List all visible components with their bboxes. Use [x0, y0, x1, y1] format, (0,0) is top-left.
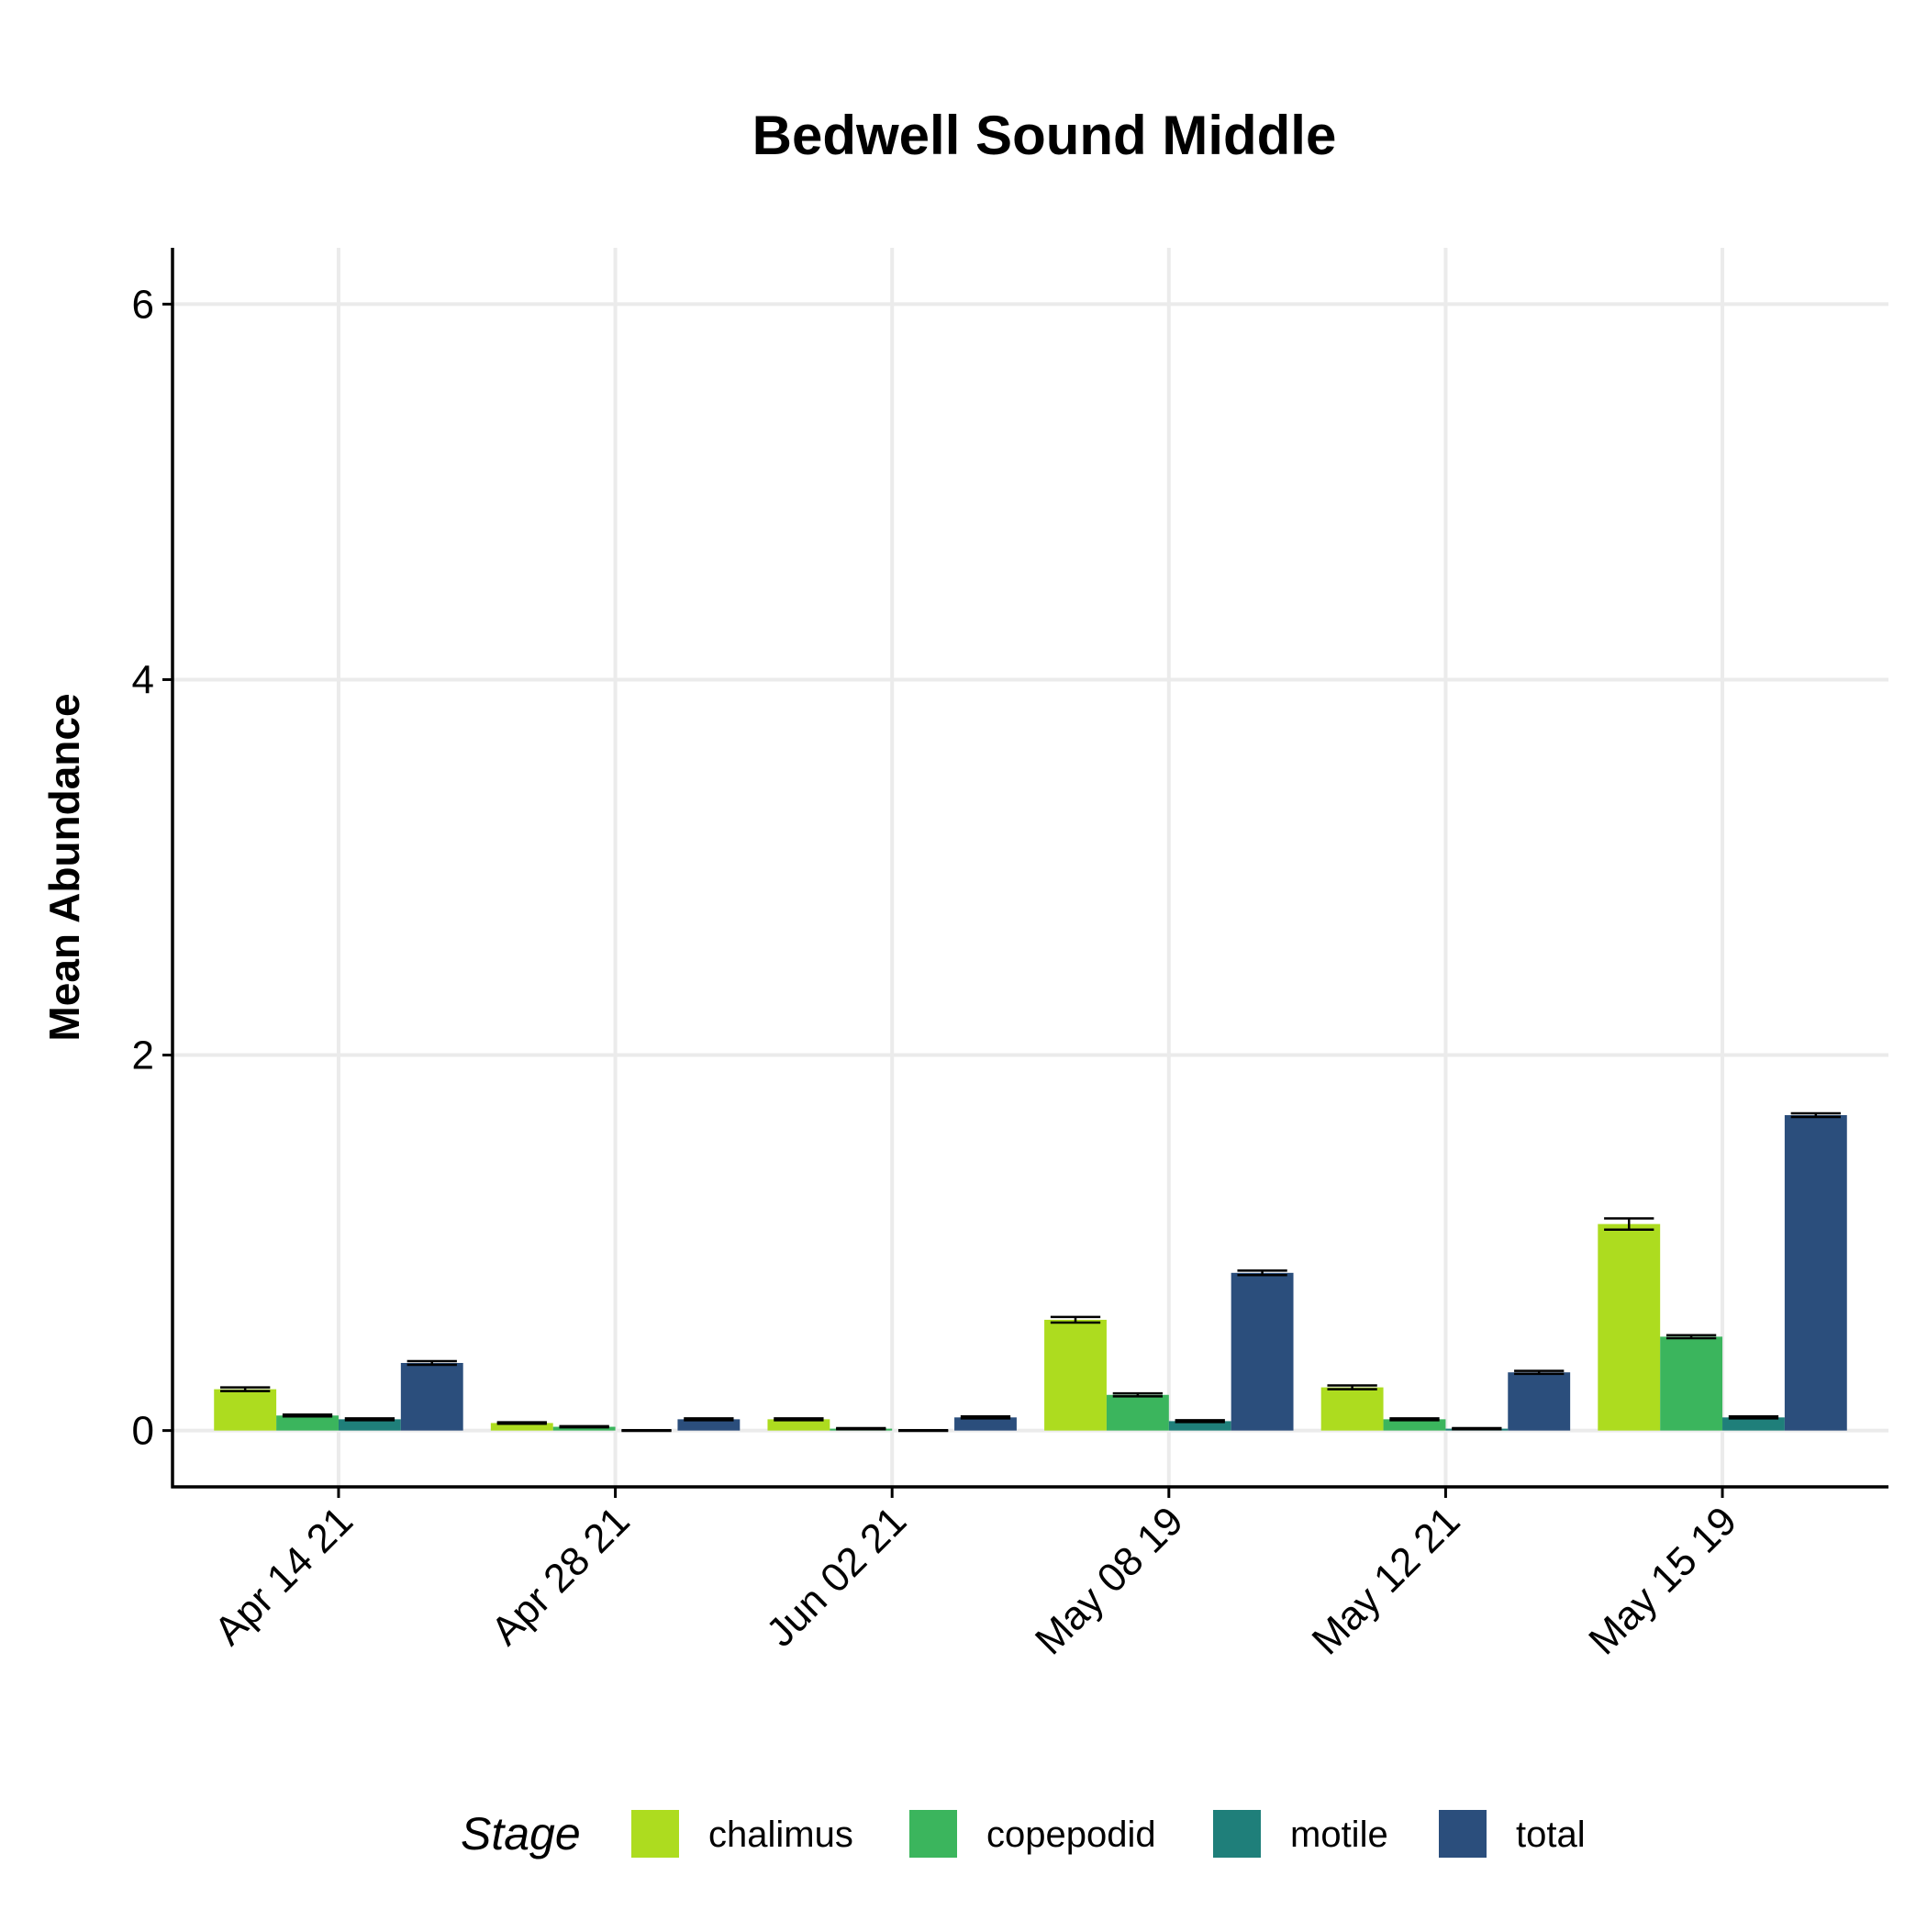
bar-copepodid: [1106, 1394, 1169, 1431]
legend-key-copepodid: [909, 1810, 957, 1858]
y-tick-label: 2: [132, 1033, 154, 1078]
bar-motile: [1168, 1421, 1231, 1431]
legend-key-motile: [1213, 1810, 1261, 1858]
legend: Stage chalimus copepodid motile total: [461, 1808, 1586, 1859]
y-axis-label: Mean Abundance: [40, 693, 88, 1041]
bar-total: [400, 1363, 463, 1431]
y-axis-ticks: 0 2 4 6: [132, 282, 173, 1454]
bar-total: [677, 1419, 741, 1431]
x-tick-label: Apr 28 21: [483, 1498, 639, 1654]
bar-copepodid: [552, 1426, 616, 1431]
bar-copepodid: [276, 1415, 339, 1431]
bar-chalimus: [1044, 1319, 1107, 1431]
bar-total: [1231, 1272, 1294, 1431]
bar-chalimus: [1598, 1223, 1661, 1431]
y-tick-label: 0: [132, 1409, 154, 1454]
error-bars: [220, 1111, 1841, 1433]
y-tick-label: 4: [132, 657, 154, 702]
bar-chalimus: [490, 1423, 553, 1431]
bar-total: [1784, 1115, 1847, 1431]
legend-label-chalimus: chalimus: [708, 1815, 853, 1855]
x-axis-ticks: Apr 14 21 Apr 28 21 Jun 02 21 May 08 19 May …: [206, 1487, 1745, 1663]
legend-key-chalimus: [631, 1810, 679, 1858]
legend-label-total: total: [1516, 1815, 1586, 1855]
x-tick-label: May 15 19: [1580, 1498, 1745, 1663]
bar-copepodid: [1383, 1419, 1446, 1431]
x-tick-label: May 08 19: [1027, 1498, 1192, 1663]
bar-total: [1508, 1372, 1571, 1431]
bar-total: [954, 1417, 1017, 1431]
x-tick-label: Apr 14 21: [206, 1498, 362, 1654]
axes: [171, 248, 1888, 1489]
bar-chalimus: [1320, 1387, 1384, 1431]
legend-label-copepodid: copepodid: [986, 1815, 1156, 1855]
y-tick-label: 6: [132, 282, 154, 327]
bar-motile: [1722, 1417, 1785, 1431]
chart-title: Bedwell Sound Middle: [752, 105, 1337, 166]
bar-copepodid: [1660, 1336, 1723, 1431]
bar-chalimus: [214, 1389, 277, 1431]
legend-label-motile: motile: [1290, 1815, 1388, 1855]
legend-title: Stage: [461, 1808, 581, 1859]
legend-key-total: [1439, 1810, 1487, 1858]
gridlines: [173, 248, 1888, 1487]
bar-motile: [338, 1419, 401, 1431]
x-tick-label: May 12 21: [1304, 1498, 1469, 1663]
bars: [214, 1115, 1847, 1431]
bar-chalimus: [767, 1419, 830, 1431]
x-tick-label: Jun 02 21: [758, 1498, 915, 1655]
